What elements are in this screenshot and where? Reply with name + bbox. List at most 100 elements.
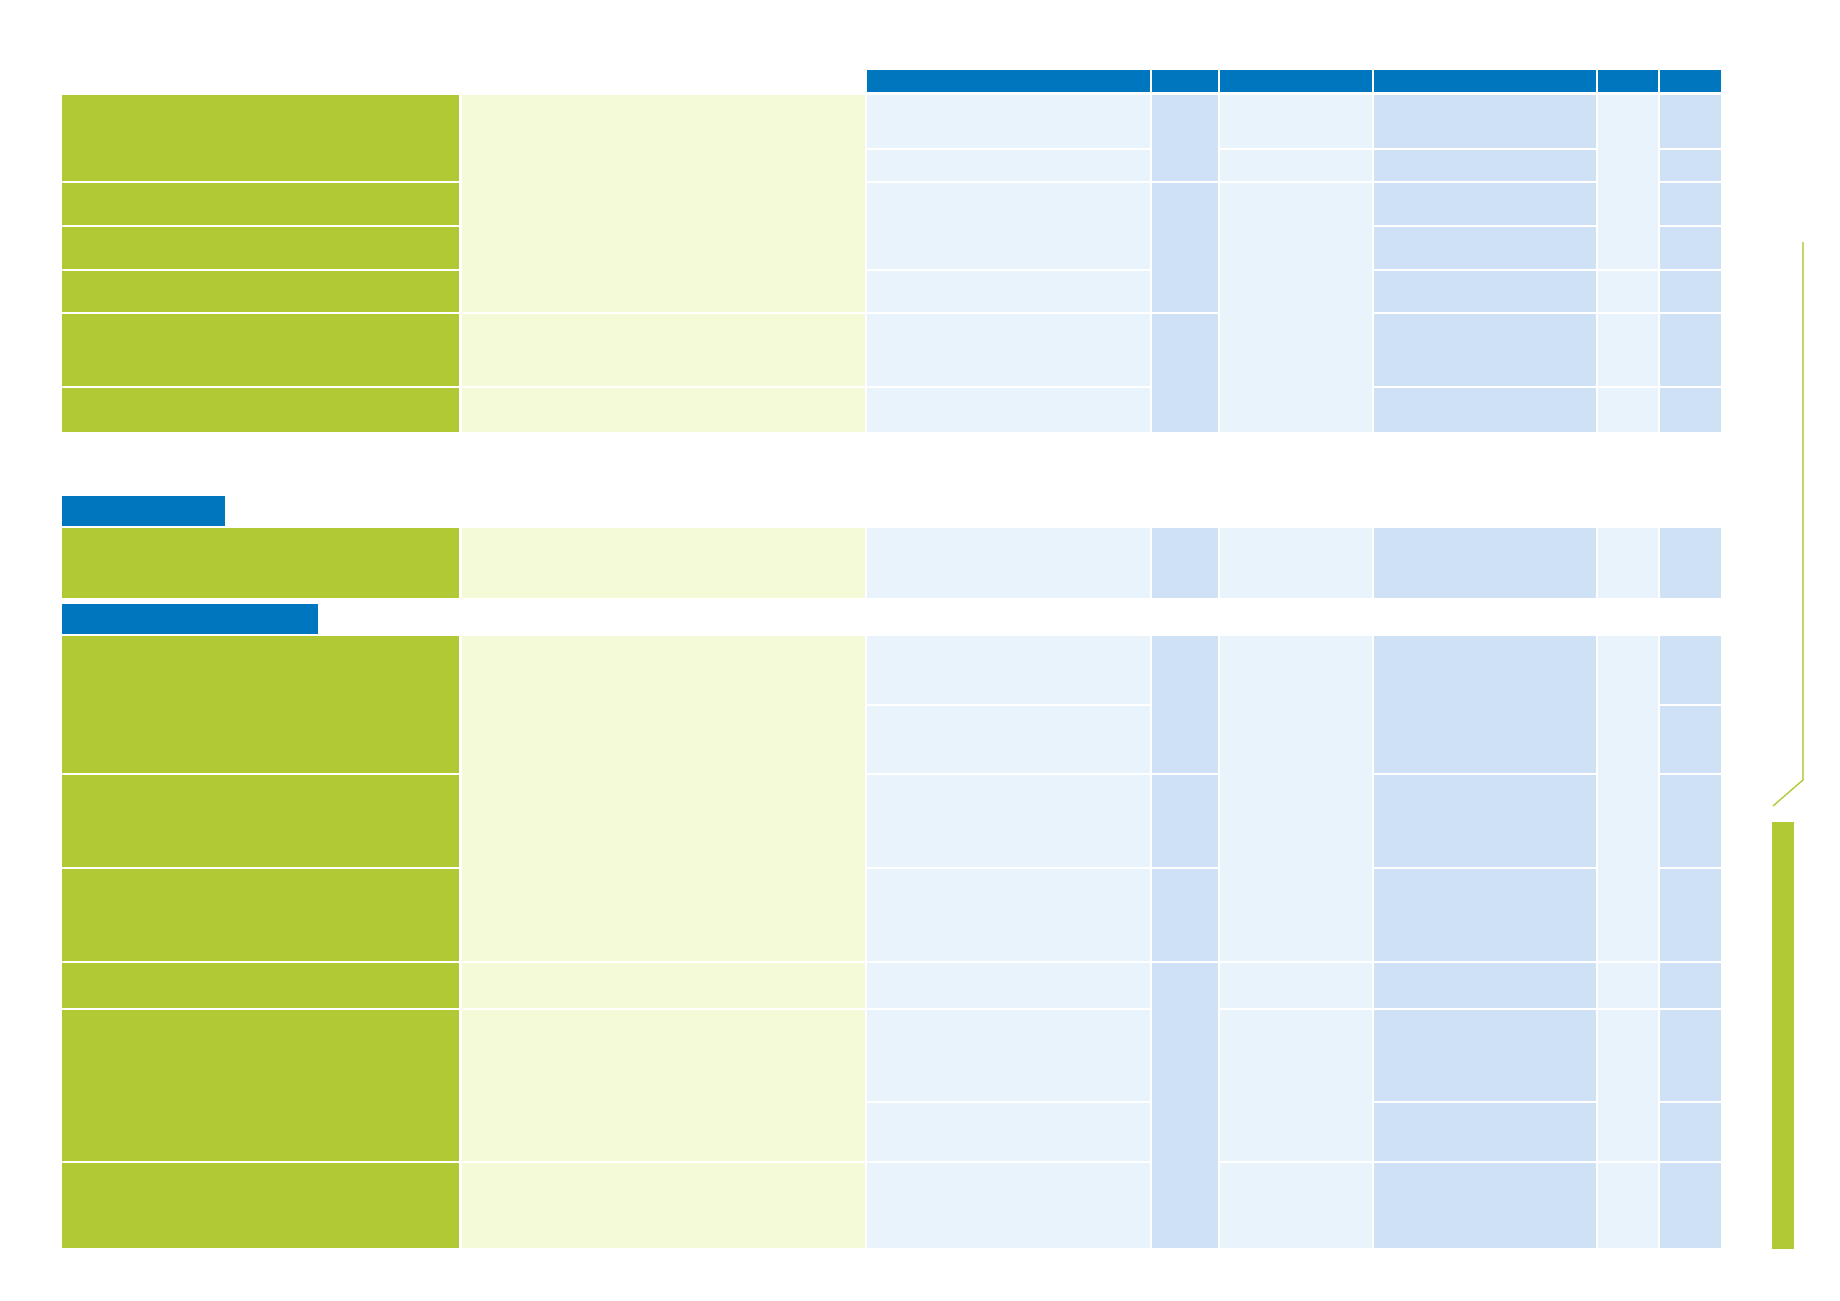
table-cell xyxy=(1220,528,1372,598)
table-cell xyxy=(1220,95,1372,148)
criteria-cell xyxy=(62,1163,459,1248)
table-cell xyxy=(867,775,1150,867)
criteria-cell xyxy=(62,314,459,386)
table-cell xyxy=(867,528,1150,598)
table-cell xyxy=(1374,1010,1596,1101)
column-header-1 xyxy=(867,70,1150,92)
table-cell xyxy=(1598,314,1658,386)
table-cell xyxy=(867,963,1150,1008)
table-cell xyxy=(1152,95,1218,181)
table-cell xyxy=(1220,150,1372,181)
table-cell xyxy=(1374,388,1596,432)
column-header-6 xyxy=(1660,70,1721,92)
table-cell xyxy=(1660,388,1721,432)
table-cell xyxy=(867,706,1150,773)
table-cell xyxy=(1374,528,1596,598)
table-cell xyxy=(867,1103,1150,1161)
table-cell xyxy=(1598,388,1658,432)
table-cell xyxy=(1152,869,1218,961)
criteria-cell xyxy=(62,271,459,312)
description-cell xyxy=(462,95,865,312)
description-cell xyxy=(462,1010,865,1161)
table-cell xyxy=(1152,636,1218,773)
table-cell xyxy=(1374,636,1596,773)
column-header-3 xyxy=(1220,70,1372,92)
criteria-cell xyxy=(62,636,459,773)
table-cell xyxy=(1660,963,1721,1008)
table-cell xyxy=(867,314,1150,386)
criteria-cell xyxy=(62,227,459,269)
table-cell xyxy=(1598,1010,1658,1161)
column-header-5 xyxy=(1598,70,1658,92)
table-cell xyxy=(1660,271,1721,312)
table-cell xyxy=(1660,1103,1721,1161)
table-cell xyxy=(1220,1163,1372,1248)
table-cell xyxy=(1660,528,1721,598)
table-cell xyxy=(1660,95,1721,148)
description-cell xyxy=(462,636,865,961)
table-cell xyxy=(1220,1010,1372,1161)
description-cell xyxy=(462,963,865,1008)
table-cell xyxy=(1152,963,1218,1248)
table-cell xyxy=(1374,775,1596,867)
table-cell xyxy=(1660,150,1721,181)
table-cell xyxy=(867,636,1150,704)
criteria-cell xyxy=(62,388,459,432)
description-cell xyxy=(462,314,865,386)
table-cell xyxy=(1374,227,1596,269)
table-cell xyxy=(1220,636,1372,961)
table-cell xyxy=(1374,271,1596,312)
table-cell xyxy=(1374,183,1596,225)
criteria-cell xyxy=(62,869,459,961)
section-heading xyxy=(62,496,225,526)
table-cell xyxy=(1220,963,1372,1008)
table-cell xyxy=(1598,636,1658,961)
table-cell xyxy=(1152,528,1218,598)
criteria-cell xyxy=(62,183,459,225)
table-cell xyxy=(1374,1103,1596,1161)
criteria-cell xyxy=(62,963,459,1008)
table-cell xyxy=(1660,1163,1721,1248)
table-cell xyxy=(1598,528,1658,598)
table-cell xyxy=(867,95,1150,148)
table-cell xyxy=(1660,706,1721,773)
table-cell xyxy=(1374,963,1596,1008)
table-cell xyxy=(1152,183,1218,312)
criteria-cell xyxy=(62,95,459,181)
table-cell xyxy=(1152,314,1218,432)
table-cell xyxy=(867,388,1150,432)
table-cell xyxy=(1598,271,1658,312)
description-cell xyxy=(462,1163,865,1248)
table-cell xyxy=(1598,95,1658,269)
table-cell xyxy=(1660,1010,1721,1101)
table-cell xyxy=(1660,183,1721,225)
table-cell xyxy=(1598,963,1658,1008)
table-cell xyxy=(867,271,1150,312)
column-header-2 xyxy=(1152,70,1218,92)
table-cell xyxy=(867,869,1150,961)
table-cell xyxy=(1374,314,1596,386)
table-cell xyxy=(1660,869,1721,961)
section-marker-bar xyxy=(1772,822,1794,1249)
table-cell xyxy=(1660,775,1721,867)
criteria-cell xyxy=(62,1010,459,1161)
table-cell xyxy=(1660,314,1721,386)
table-cell xyxy=(1152,775,1218,867)
description-cell xyxy=(462,528,865,598)
table-cell xyxy=(1598,1163,1658,1248)
criteria-cell xyxy=(62,775,459,867)
table-cell xyxy=(867,1010,1150,1101)
section-heading xyxy=(62,604,318,634)
criteria-cell xyxy=(62,528,459,598)
table-cell xyxy=(1660,636,1721,704)
table-cell xyxy=(1374,150,1596,181)
description-cell xyxy=(462,388,865,432)
table-cell xyxy=(1374,1163,1596,1248)
table-cell xyxy=(867,1163,1150,1248)
table-cell xyxy=(867,150,1150,181)
table-cell xyxy=(1220,183,1372,432)
table-cell xyxy=(867,183,1150,269)
table-cell xyxy=(1660,227,1721,269)
